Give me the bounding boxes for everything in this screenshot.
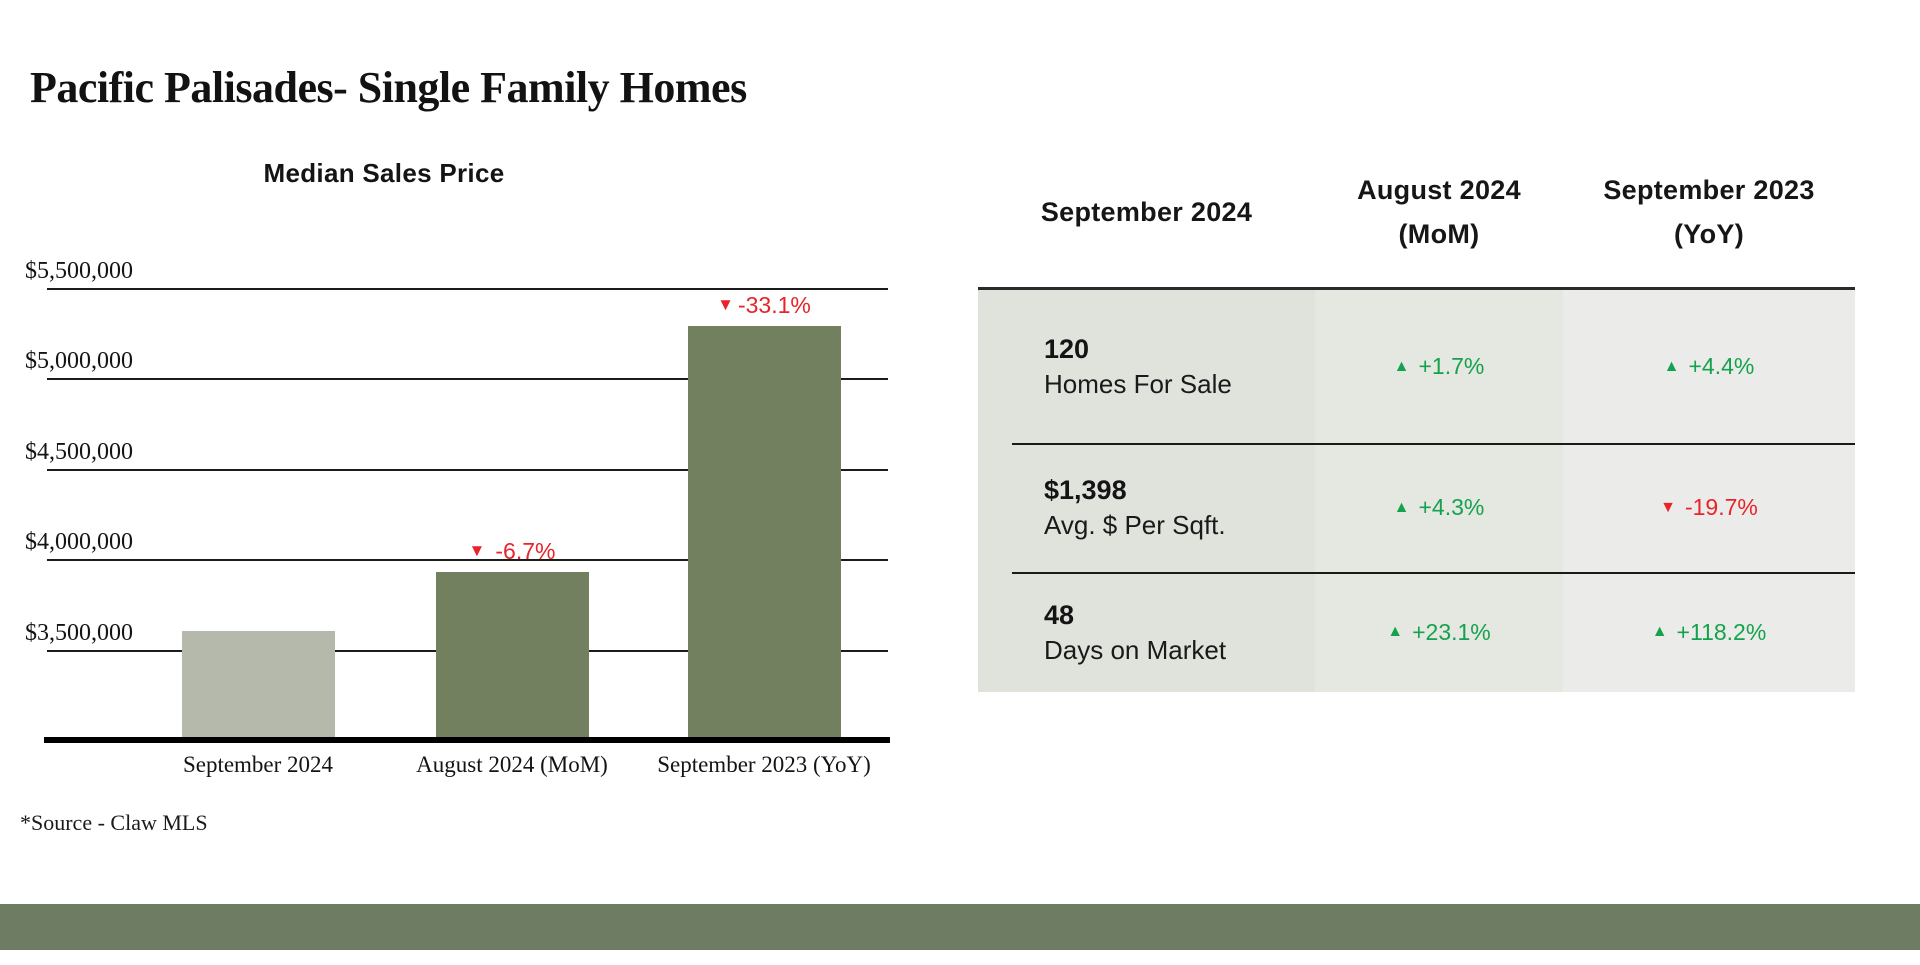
change-value: +4.3%	[1418, 494, 1485, 520]
table-row-homes-for-sale: 120 Homes For Sale ▲ +1.7% ▲ +4.4%	[978, 290, 1855, 443]
change-value: +4.4%	[1688, 353, 1755, 379]
metric-block: 120 Homes For Sale	[1044, 290, 1314, 443]
change-value: -19.7%	[1684, 494, 1758, 520]
footer-accent-bar	[0, 904, 1920, 950]
mom-change-cell: ▲ +23.1%	[1315, 572, 1563, 692]
page-title: Pacific Palisades- Single Family Homes	[30, 63, 747, 112]
chart-title: Median Sales Price	[263, 158, 505, 188]
y-axis-tick-label: $5,000,000	[25, 348, 133, 374]
table-row-days-on-market: 48 Days on Market ▲ +23.1% ▲ +118.2%	[978, 572, 1855, 692]
gridline	[47, 287, 888, 290]
header-line: August 2024	[1357, 175, 1521, 205]
y-axis-tick-label: $4,000,000	[25, 529, 133, 555]
header-line: (MoM)	[1398, 219, 1480, 249]
triangle-down-icon: ▼	[1660, 498, 1676, 516]
metric-label: Days on Market	[1044, 634, 1227, 665]
triangle-down-icon: ▼	[468, 540, 486, 560]
stats-table: September 2024 August 2024 (MoM) Septemb…	[978, 140, 1855, 700]
source-note: *Source - Claw MLS	[20, 810, 208, 835]
change-value: +1.7%	[1418, 353, 1485, 379]
table-column-background	[1563, 290, 1855, 692]
triangle-up-icon: ▲	[1393, 498, 1410, 516]
x-axis-category-label: August 2024 (MoM)	[416, 752, 608, 777]
bar-annotation-yoy: ▼ -33.1%	[717, 292, 811, 318]
metric-value: 48	[1044, 599, 1075, 630]
bar-annotation-mom: ▼ -6.7%	[469, 538, 556, 564]
y-axis-tick-label: $4,500,000	[25, 438, 133, 465]
bar-august-2024	[436, 571, 589, 740]
bar-annotation-value: -33.1%	[737, 291, 811, 318]
y-axis-tick-label: $3,500,000	[25, 619, 133, 646]
mom-change-cell: ▲ +1.7%	[1315, 290, 1563, 443]
metric-label: Avg. $ Per Sqft.	[1044, 510, 1226, 540]
yoy-change-cell: ▲ +118.2%	[1563, 572, 1855, 692]
triangle-up-icon: ▲	[1651, 623, 1668, 640]
metric-block: 48 Days on Market	[1044, 572, 1314, 692]
triangle-up-icon: ▲	[1393, 357, 1410, 375]
table-column-background	[978, 290, 1315, 692]
table-header-september-2023-yoy: September 2023 (YoY)	[1563, 168, 1855, 256]
gridline	[47, 378, 888, 380]
change-value: +23.1%	[1412, 618, 1491, 645]
x-axis-category-label: September 2023 (YoY)	[657, 752, 871, 777]
header-line: September 2024	[1040, 197, 1253, 227]
x-axis-category-label: September 2024	[182, 752, 334, 777]
yoy-change-cell: ▼ -19.7%	[1563, 443, 1855, 572]
metric-label: Homes For Sale	[1044, 369, 1232, 399]
table-header-august-2024-mom: August 2024 (MoM)	[1315, 168, 1563, 256]
change-value: +118.2%	[1676, 618, 1767, 645]
header-line: (YoY)	[1674, 219, 1744, 249]
triangle-up-icon: ▲	[1387, 623, 1404, 640]
metric-value: 120	[1044, 334, 1090, 364]
table-top-border	[978, 287, 1855, 291]
x-axis-line	[44, 737, 890, 743]
table-header-september-2024: September 2024	[978, 190, 1315, 234]
gridline	[47, 559, 888, 561]
table-row-avg-price-per-sqft: $1,398 Avg. $ Per Sqft. ▲ +4.3% ▼ -19.7%	[978, 443, 1855, 572]
row-separator	[1012, 443, 1855, 445]
metric-block: $1,398 Avg. $ Per Sqft.	[1044, 443, 1314, 572]
bar-september-2023	[688, 325, 841, 740]
triangle-down-icon: ▼	[717, 294, 734, 314]
triangle-up-icon: ▲	[1663, 357, 1680, 375]
metric-value: $1,398	[1044, 475, 1127, 505]
header-line: September 2023	[1603, 175, 1815, 205]
yoy-change-cell: ▲ +4.4%	[1563, 290, 1855, 443]
table-header-row: September 2024 August 2024 (MoM) Septemb…	[978, 148, 1855, 276]
gridline	[47, 468, 888, 471]
bar-september-2024	[182, 631, 335, 740]
table-column-background	[1315, 290, 1563, 692]
row-separator	[1012, 572, 1855, 574]
mom-change-cell: ▲ +4.3%	[1315, 443, 1563, 572]
y-axis-tick-label: $5,500,000	[25, 257, 133, 284]
bar-annotation-value: -6.7%	[495, 537, 556, 564]
